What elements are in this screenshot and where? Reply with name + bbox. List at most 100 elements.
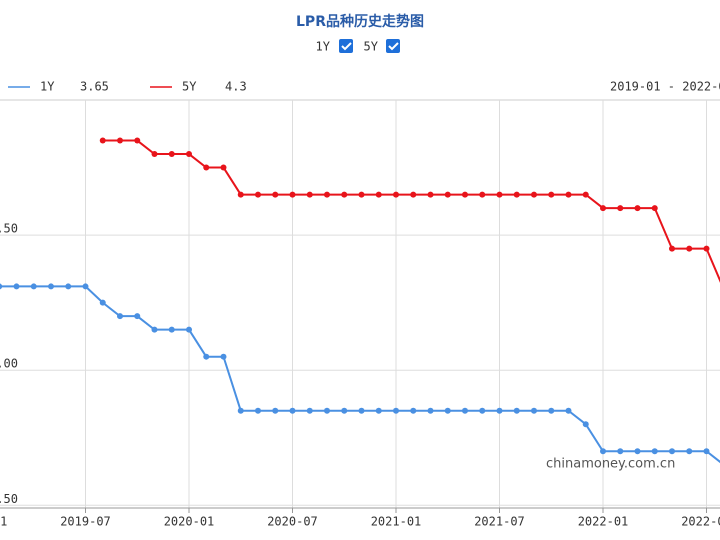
x-tick-label: 2021-07 [474,515,525,529]
toggle-label: 1Y [316,40,331,54]
data-point [134,313,141,320]
data-point [651,448,658,455]
data-point [531,407,537,414]
data-point [462,191,468,198]
data-point [548,407,555,414]
legend-value: 3.65 [80,80,109,94]
data-point [496,191,503,198]
data-point [375,191,382,198]
data-point [203,164,210,171]
data-point [255,407,261,414]
watermark: chinamoney.com.cn [546,457,675,472]
checkbox[interactable] [386,39,400,53]
data-point [565,407,572,414]
data-point [669,245,675,252]
legend-label: 5Y [182,80,197,94]
data-point [168,326,175,333]
data-point [531,191,537,198]
data-point [13,283,20,290]
data-point [617,205,624,212]
data-point [30,283,37,290]
data-point [686,245,693,252]
data-point [513,191,520,198]
data-point [99,299,106,306]
data-point [341,191,348,198]
x-tick-label: 2019-01 [0,515,7,529]
data-point [634,205,641,212]
data-point [651,205,658,212]
data-point [513,407,520,414]
data-point [358,191,365,198]
x-tick-label: 2019-07 [60,515,111,529]
data-point [427,407,434,414]
data-point [479,191,486,198]
data-point [99,137,106,144]
data-point [272,407,279,414]
data-point [289,191,296,198]
data-point [548,191,555,198]
series-line [102,139,720,283]
data-point [117,137,123,144]
data-point [237,407,244,414]
data-point [375,407,382,414]
y-tick-label: 4.50 [0,222,18,236]
data-point [324,407,330,414]
x-tick-label: 2022-07 [681,515,720,529]
data-point [462,407,468,414]
data-point [220,164,227,171]
data-point [82,283,89,290]
data-point [341,407,348,414]
data-point [48,283,54,290]
data-point [65,283,72,290]
data-point [289,407,296,414]
data-point [393,191,399,198]
data-point [410,407,417,414]
chart-title: LPR品种历史走势图 [296,13,424,30]
x-tick-label: 2020-01 [164,515,215,529]
data-point [186,326,192,333]
data-point [186,151,192,158]
data-point [600,205,606,212]
x-tick-label: 2021-01 [371,515,422,529]
data-point [479,407,486,414]
data-point [168,151,175,158]
toggle-label: 5Y [364,40,379,54]
data-point [600,448,606,455]
data-point [496,407,503,414]
data-point [358,407,365,414]
data-point [565,191,572,198]
data-point [255,191,261,198]
legend-label: 1Y [40,80,55,94]
series-line [0,285,720,464]
data-point [669,448,675,455]
data-point [220,353,227,360]
checkbox[interactable] [339,39,353,53]
x-tick-label: 2022-01 [578,515,629,529]
data-point [444,407,451,414]
x-tick-label: 2020-07 [267,515,318,529]
data-point [703,245,710,252]
data-point [444,191,451,198]
legend-value: 4.3 [225,80,247,94]
data-point [703,448,710,455]
y-tick-label: 3.50 [0,492,18,506]
data-point [151,326,158,333]
data-point [306,407,313,414]
data-point [427,191,434,198]
data-point [582,421,589,428]
data-point [237,191,244,198]
data-point [203,353,210,360]
data-point [634,448,641,455]
data-point [582,191,589,198]
data-point [393,407,399,414]
data-point [272,191,279,198]
data-point [617,448,624,455]
y-tick-label: 4.00 [0,357,18,371]
data-point [306,191,313,198]
date-range: 2019-01 - 2022-08 [610,80,720,94]
data-point [410,191,417,198]
data-point [134,137,141,144]
data-point [0,283,3,290]
data-point [324,191,330,198]
